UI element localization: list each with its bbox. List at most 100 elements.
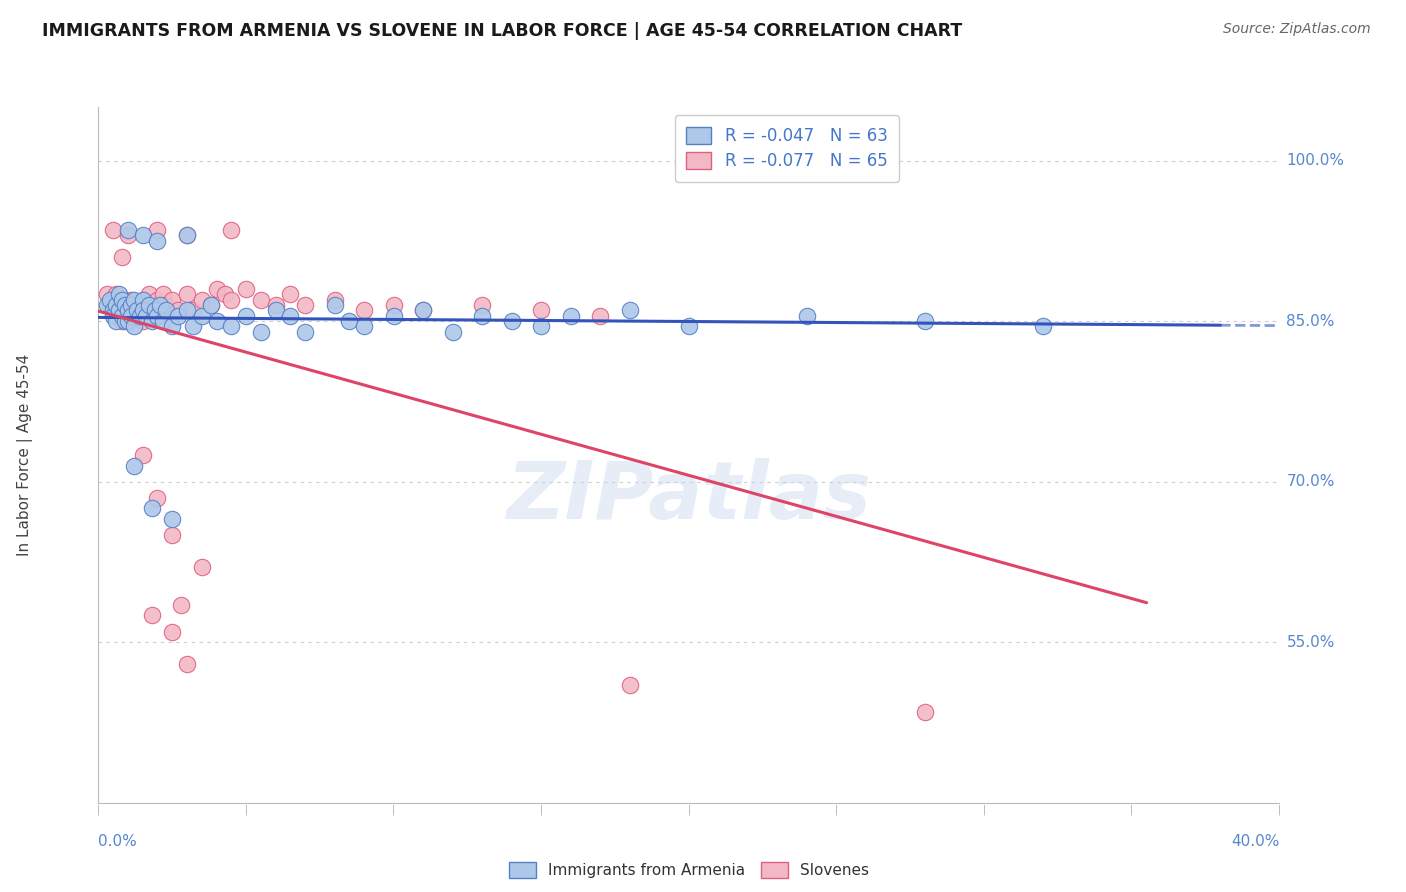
Point [141,314,163,328]
Point [146,234,169,248]
Point [914,314,936,328]
Point [191,309,214,323]
Point [337,314,360,328]
Point [200,298,222,312]
Point [200,298,222,312]
Point [155,303,177,318]
Point [108,287,131,301]
Point [108,309,131,323]
Point [323,293,346,307]
Point [152,314,174,328]
Point [353,319,375,334]
Point [1032,319,1054,334]
Point [105,314,128,328]
Point [149,298,172,312]
Point [678,319,700,334]
Point [117,298,139,312]
Point [143,309,166,323]
Point [181,303,204,318]
Point [278,309,302,323]
Point [264,303,287,318]
Point [162,319,183,334]
Point [146,491,169,505]
Point [214,287,236,301]
Point [219,223,243,237]
Point [128,309,150,323]
Point [132,448,155,462]
Point [117,223,139,237]
Point [149,303,172,318]
Text: Source: ZipAtlas.com: Source: ZipAtlas.com [1223,22,1371,37]
Point [122,319,145,334]
Point [122,309,145,323]
Text: |: | [688,805,690,815]
Point [117,303,139,318]
Point [108,293,131,307]
Point [120,303,142,318]
Point [412,303,434,318]
Point [103,293,125,307]
Point [111,250,134,264]
Text: |: | [392,805,395,815]
Point [111,298,134,312]
Text: 85.0%: 85.0% [1286,314,1334,328]
Point [103,303,125,318]
Point [176,657,198,671]
Point [141,608,163,623]
Point [143,303,166,318]
Point [176,228,198,243]
Point [132,293,155,307]
Point [114,309,136,323]
Point [120,293,142,307]
Point [382,309,405,323]
Point [205,314,228,328]
Point [98,293,121,307]
Point [114,293,136,307]
Point [146,223,169,237]
Text: |: | [1278,805,1281,815]
Text: 100.0%: 100.0% [1286,153,1344,168]
Point [105,298,128,312]
Point [114,298,136,312]
Point [138,298,160,312]
Point [108,303,131,318]
Point [146,293,169,307]
Point [120,298,142,312]
Text: ZIPatlas: ZIPatlas [506,458,872,536]
Point [530,319,553,334]
Point [155,298,177,312]
Text: 55.0%: 55.0% [1286,635,1334,649]
Point [103,309,125,323]
Point [250,293,273,307]
Point [141,303,163,318]
Point [796,309,818,323]
Point [132,303,155,318]
Point [530,303,553,318]
Point [111,293,134,307]
Point [176,287,198,301]
Text: 40.0%: 40.0% [1232,834,1279,849]
Text: IMMIGRANTS FROM ARMENIA VS SLOVENE IN LABOR FORCE | AGE 45-54 CORRELATION CHART: IMMIGRANTS FROM ARMENIA VS SLOVENE IN LA… [42,22,963,40]
Point [125,298,148,312]
Point [125,303,148,318]
Text: |: | [97,805,100,815]
Point [162,293,183,307]
Point [162,512,183,526]
Point [353,303,375,318]
Point [128,309,150,323]
Point [117,314,139,328]
Text: 0.0%: 0.0% [98,834,138,849]
Point [114,314,136,328]
Point [619,678,641,692]
Point [111,314,134,328]
Point [135,309,157,323]
Point [560,309,582,323]
Text: |: | [983,805,986,815]
Point [235,309,257,323]
Point [619,303,641,318]
Point [103,303,125,318]
Point [471,298,494,312]
Text: In Labor Force | Age 45-54: In Labor Force | Age 45-54 [17,354,34,556]
Point [323,298,346,312]
Point [264,298,287,312]
